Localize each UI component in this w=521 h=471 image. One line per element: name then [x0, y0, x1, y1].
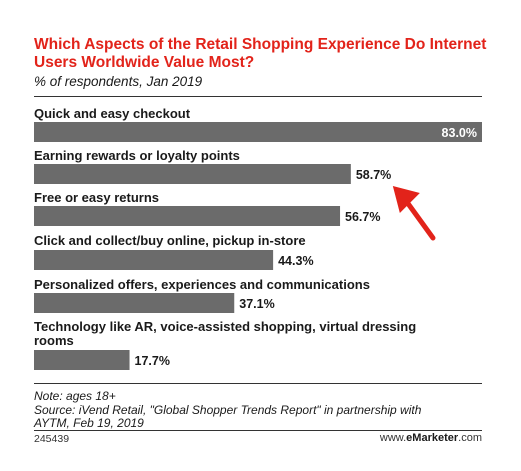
category-label: rooms: [34, 333, 74, 348]
brand-name: eMarketer: [406, 432, 459, 444]
footer-divider: [34, 430, 482, 431]
value-label: 83.0%: [442, 126, 477, 140]
category-label: Earning rewards or loyalty points: [34, 148, 240, 163]
bar: [34, 122, 482, 142]
bar: [34, 293, 235, 313]
category-label: Free or easy returns: [34, 190, 159, 205]
footnote-source-line1: Source: iVend Retail, "Global Shopper Tr…: [34, 402, 422, 417]
brand-suffix: .com: [458, 432, 482, 444]
value-label: 17.7%: [135, 354, 170, 368]
arrow-head-icon: [392, 186, 420, 213]
bar: [34, 164, 351, 184]
bottom-divider: [34, 383, 482, 384]
chart-title: Which Aspects of the Retail Shopping Exp…: [34, 36, 487, 71]
bar: [34, 250, 274, 270]
category-label: Quick and easy checkout: [34, 106, 191, 121]
value-label: 44.3%: [278, 254, 313, 268]
chart-subtitle: % of respondents, Jan 2019: [34, 74, 203, 89]
footnote: Note: ages 18+ Source: iVend Retail, "Gl…: [34, 389, 494, 431]
bar: [34, 350, 130, 370]
chart-id: 245439: [34, 433, 70, 445]
category-label: Personalized offers, experiences and com…: [34, 277, 370, 292]
value-label: 58.7%: [356, 168, 391, 182]
category-label: Click and collect/buy online, pickup in-…: [34, 233, 306, 248]
value-label: 56.7%: [345, 210, 380, 224]
top-divider: [34, 96, 482, 97]
footnote-note: Note: ages 18+: [34, 389, 116, 403]
value-label: 37.1%: [239, 297, 274, 311]
bar: [34, 206, 341, 226]
brand-prefix: www.: [379, 432, 407, 444]
brand-link[interactable]: www.eMarketer.com: [380, 432, 482, 444]
footnote-source-line2: AYTM, Feb 19, 2019: [34, 416, 144, 430]
category-label: Technology like AR, voice-assisted shopp…: [34, 319, 416, 334]
